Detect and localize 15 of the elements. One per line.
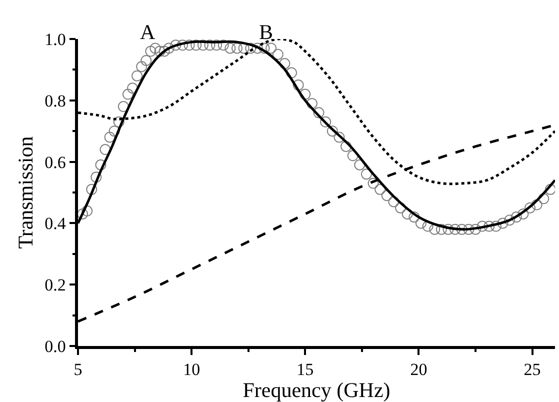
y-tick-label: 0.6 [44, 152, 66, 172]
y-tick-label: 1.0 [44, 30, 66, 49]
annotation: A [140, 20, 156, 44]
x-axis-title: Frequency (GHz) [242, 378, 390, 402]
y-tick-label: 0.0 [44, 336, 66, 356]
y-axis-title: Transmission [14, 136, 38, 249]
y-tick-label: 0.2 [44, 276, 66, 295]
annotation: B [259, 20, 274, 44]
y-tick-label: 0.8 [44, 91, 66, 110]
x-tick-label: 5 [74, 360, 82, 380]
x-tick-label: 25 [524, 360, 541, 380]
x-tick-label: 15 [296, 360, 314, 380]
x-tick-label: 10 [183, 360, 200, 380]
y-tick-label: 0.4 [44, 214, 66, 234]
x-tick-label: 20 [410, 360, 428, 380]
